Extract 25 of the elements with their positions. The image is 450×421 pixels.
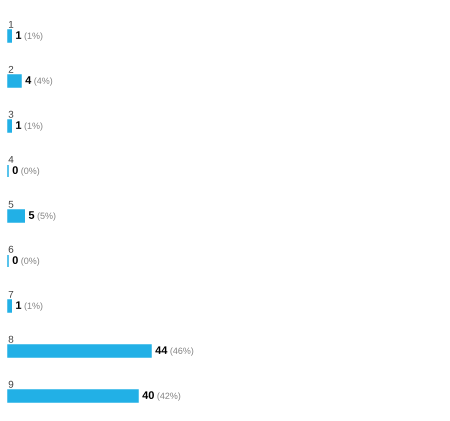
data-label: 40 (42%)	[142, 391, 180, 401]
bar	[7, 29, 12, 43]
bar	[7, 119, 12, 133]
y-tick-label: 4	[8, 156, 14, 163]
data-label: 5 (5%)	[28, 211, 56, 221]
data-label: 1 (1%)	[16, 121, 42, 131]
data-label: 44 (46%)	[155, 346, 194, 356]
bar	[7, 74, 22, 88]
y-tick-label: 7	[8, 290, 14, 298]
y-tick-label: 3	[8, 110, 14, 118]
bar	[7, 209, 25, 223]
y-tick-label: 6	[8, 246, 14, 253]
y-tick-label: 2	[8, 66, 14, 73]
bar	[7, 344, 152, 358]
data-label: 1 (1%)	[16, 31, 42, 41]
data-label: 0 (0%)	[12, 256, 40, 266]
y-tick-label: 9	[8, 380, 14, 388]
data-label: 1 (1%)	[16, 301, 42, 311]
y-tick-label: 5	[8, 200, 14, 208]
data-label: 4 (4%)	[25, 76, 52, 86]
y-tick-label: 1	[8, 20, 14, 28]
y-tick-label: 8	[8, 336, 14, 343]
data-label: 0 (0%)	[12, 166, 40, 176]
bar	[7, 389, 139, 403]
bar	[7, 299, 12, 313]
